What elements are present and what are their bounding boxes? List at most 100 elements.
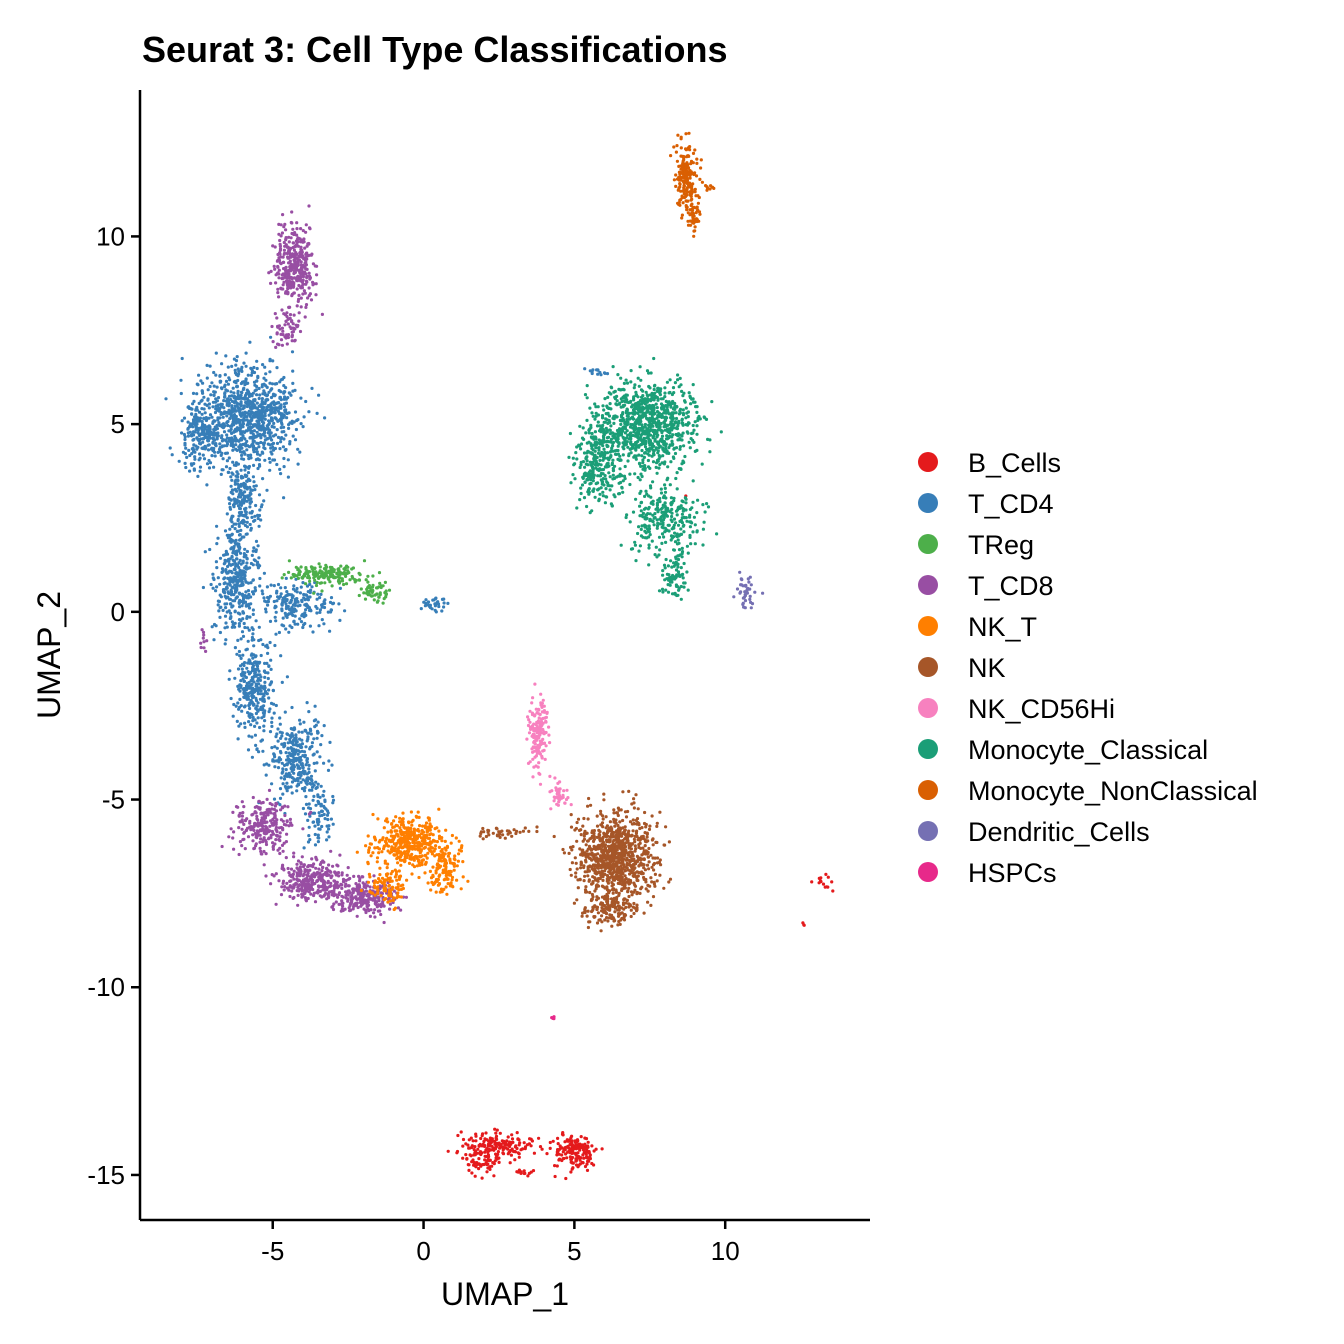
point — [417, 858, 420, 861]
point — [225, 433, 228, 436]
point — [204, 550, 207, 553]
point — [297, 463, 300, 466]
point — [322, 762, 325, 765]
point — [364, 598, 367, 601]
point — [252, 592, 255, 595]
point — [398, 820, 401, 823]
point — [315, 857, 318, 860]
point — [283, 390, 286, 393]
point — [297, 572, 300, 575]
point — [317, 886, 320, 889]
point — [531, 1139, 534, 1142]
point — [206, 364, 209, 367]
point — [229, 612, 232, 615]
point — [307, 598, 310, 601]
point — [396, 861, 399, 864]
point — [266, 604, 269, 607]
point — [418, 834, 421, 837]
point — [297, 294, 300, 297]
point — [227, 366, 230, 369]
point — [441, 598, 444, 601]
point — [240, 370, 243, 373]
point — [321, 810, 324, 813]
point — [304, 315, 307, 318]
point — [321, 618, 324, 621]
point — [418, 824, 421, 827]
point — [286, 342, 289, 345]
point — [307, 840, 310, 843]
point — [499, 1132, 502, 1135]
point — [235, 359, 238, 362]
point — [249, 581, 252, 584]
point — [247, 720, 250, 723]
point — [305, 256, 308, 259]
point — [217, 609, 220, 612]
point — [241, 668, 244, 671]
point — [267, 688, 270, 691]
point — [350, 902, 353, 905]
point — [235, 409, 238, 412]
point — [248, 505, 251, 508]
point — [236, 806, 239, 809]
point — [514, 1144, 517, 1147]
point — [294, 589, 297, 592]
point — [296, 264, 299, 267]
point — [269, 409, 272, 412]
point — [371, 813, 374, 816]
point — [508, 1142, 511, 1145]
point — [304, 879, 307, 882]
point — [304, 608, 307, 611]
point — [234, 610, 237, 613]
point — [183, 442, 186, 445]
point — [283, 223, 286, 226]
point — [549, 1147, 552, 1150]
point — [317, 834, 320, 837]
point — [254, 673, 257, 676]
point — [570, 1158, 573, 1161]
point — [246, 444, 249, 447]
point — [297, 894, 300, 897]
point — [256, 457, 259, 460]
cluster-B_Cells-0 — [447, 1128, 562, 1169]
point — [251, 719, 254, 722]
point — [261, 750, 264, 753]
point — [410, 872, 413, 875]
point — [224, 606, 227, 609]
point — [390, 848, 393, 851]
point — [474, 1139, 477, 1142]
point — [257, 442, 260, 445]
point — [523, 1141, 526, 1144]
point — [564, 1177, 567, 1180]
point — [254, 504, 257, 507]
point — [266, 386, 269, 389]
point — [292, 435, 295, 438]
point — [241, 800, 244, 803]
point — [265, 600, 268, 603]
point — [289, 818, 292, 821]
point — [282, 745, 285, 748]
point — [315, 880, 318, 883]
point — [305, 252, 308, 255]
point — [274, 411, 277, 414]
point — [238, 814, 241, 817]
point — [435, 826, 438, 829]
point — [250, 699, 253, 702]
point — [316, 737, 319, 740]
point — [291, 596, 294, 599]
point — [366, 581, 369, 584]
point — [277, 233, 280, 236]
point — [256, 564, 259, 567]
point — [295, 428, 298, 431]
point — [262, 596, 265, 599]
point — [246, 615, 249, 618]
point — [293, 231, 296, 234]
point — [281, 576, 284, 579]
point — [339, 565, 342, 568]
point — [247, 835, 250, 838]
point — [241, 818, 244, 821]
point — [261, 400, 264, 403]
point — [284, 711, 287, 714]
point — [255, 379, 258, 382]
point — [290, 236, 293, 239]
point — [411, 846, 414, 849]
